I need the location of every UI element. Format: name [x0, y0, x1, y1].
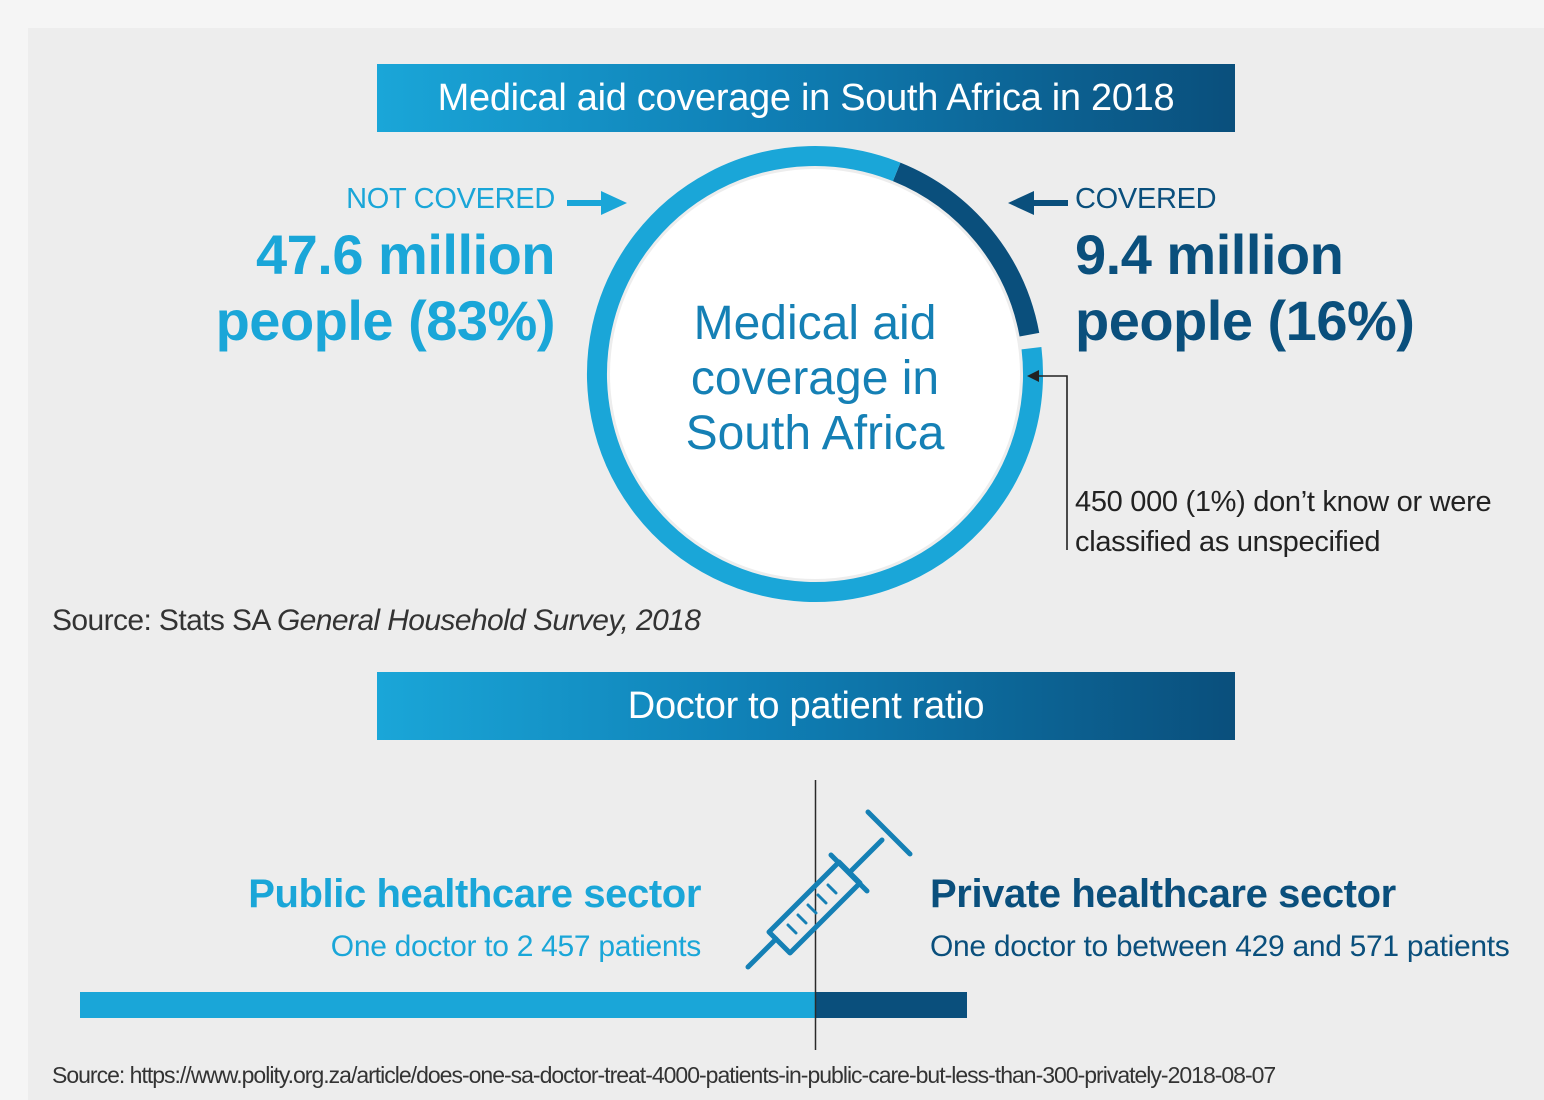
donut-center-label: Medical aid coverage in South Africa [655, 296, 975, 461]
unspecified-callout-line [1027, 370, 1068, 550]
not-covered-label: NOT COVERED [346, 183, 555, 215]
covered-label: COVERED [1075, 183, 1217, 215]
not-covered-count: 47.6 million [256, 223, 556, 286]
covered-percent: people (16%) [1075, 289, 1415, 352]
right-arrow-icon [567, 191, 627, 215]
donut-center [610, 169, 1020, 579]
ratio-source: Source: https://www.polity.org.za/articl… [52, 1062, 1276, 1088]
donut-slice-unspecified [1019, 332, 1042, 350]
left-arrow-icon [1008, 191, 1068, 215]
unspecified-note-line-1: 450 000 (1%) don’t know or were [1075, 486, 1492, 518]
unspecified-note: 450 000 (1%) don’t know or were classifi… [1075, 482, 1492, 562]
coverage-source-prefix: Source: Stats SA [52, 604, 277, 637]
private-sector-title: Private healthcare sector [930, 872, 1396, 916]
not-covered-percent: people (83%) [215, 289, 556, 352]
donut-slice-not-covered [587, 146, 1043, 602]
coverage-banner-title: Medical aid coverage in South Africa in … [437, 76, 1175, 119]
coverage-source-title: General Household Survey, 2018 [276, 604, 701, 637]
unspecified-note-line-2: classified as unspecified [1075, 526, 1381, 558]
donut-center-line-1: Medical aid [693, 297, 937, 350]
donut-center-line-2: coverage in [690, 352, 940, 405]
public-sector-title: Public healthcare sector [248, 872, 701, 916]
ratio-graphic [80, 780, 967, 1050]
syringe-icon [745, 809, 913, 970]
ratio-banner: Doctor to patient ratio [377, 672, 1235, 740]
covered-count: 9.4 million [1075, 223, 1344, 286]
coverage-banner: Medical aid coverage in South Africa in … [377, 64, 1235, 132]
donut-slice-covered [892, 162, 1040, 337]
not-covered-value: 47.6 million people (83%) [215, 222, 556, 354]
private-ratio-bar [816, 992, 967, 1018]
public-ratio-bar [80, 992, 816, 1018]
coverage-source: Source: Stats SA General Household Surve… [52, 604, 701, 638]
coverage-donut-chart [587, 146, 1043, 602]
public-sector-ratio: One doctor to 2 457 patients [330, 930, 702, 963]
private-sector-ratio: One doctor to between 429 and 571 patien… [930, 930, 1510, 963]
donut-center-line-3: South Africa [685, 407, 945, 460]
covered-value: 9.4 million people (16%) [1075, 222, 1415, 354]
ratio-banner-title: Doctor to patient ratio [627, 684, 985, 727]
